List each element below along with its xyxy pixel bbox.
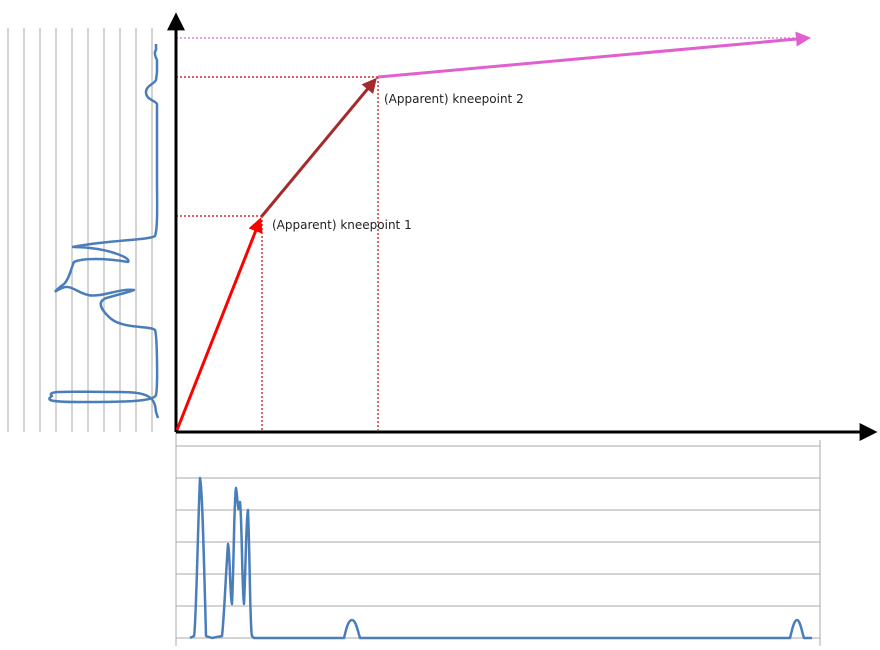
response-curve [175, 31, 811, 431]
segment-1-arrow [175, 217, 263, 431]
segment-3-arrow [377, 31, 811, 79]
bottom-histogram-gridlines [175, 432, 821, 646]
kneepoint-2-label: (Apparent) kneepoint 2 [384, 92, 524, 106]
kneepoint-2-guides [176, 76, 379, 430]
left-histogram-curve [48, 44, 160, 419]
axes [167, 12, 878, 441]
segment-2-arrow [260, 77, 377, 217]
bottom-histogram-curve [189, 476, 812, 640]
left-histogram-panel [7, 28, 160, 432]
kneepoint-1-label: (Apparent) kneepoint 1 [272, 218, 412, 232]
kneepoint-guides [176, 37, 810, 430]
bottom-histogram-panel [175, 432, 821, 646]
left-histogram-gridlines [7, 28, 153, 432]
